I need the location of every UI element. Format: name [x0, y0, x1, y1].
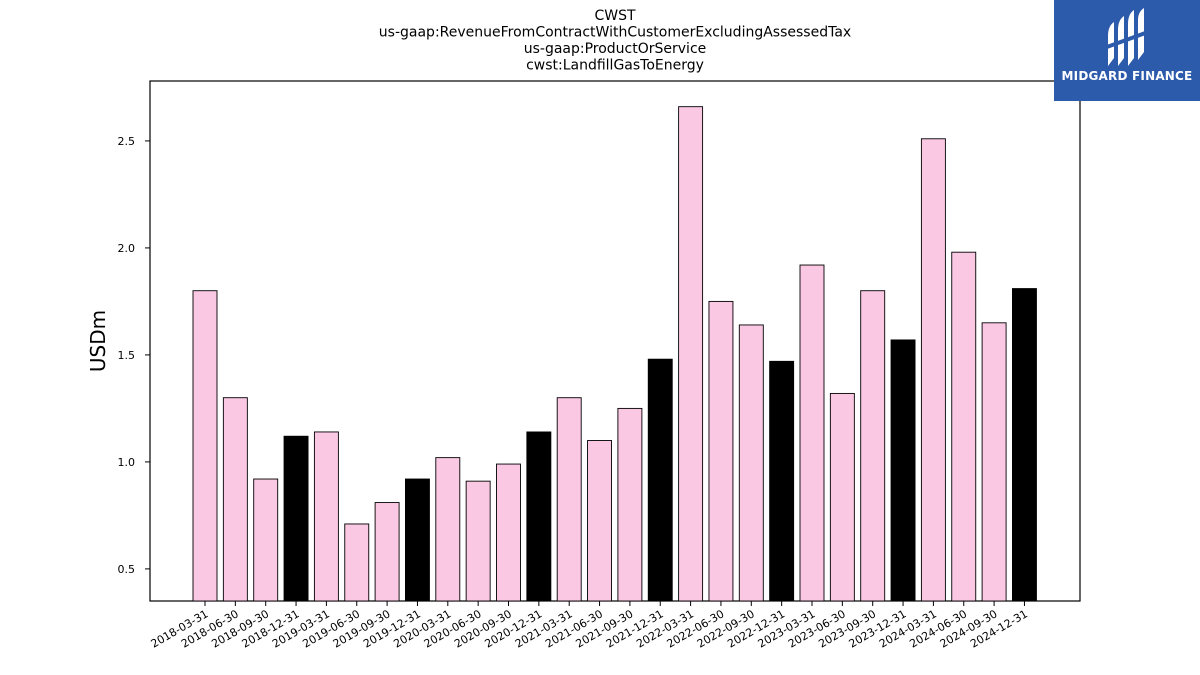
bar-2022-09-30 [738, 324, 764, 602]
bar-2024-06-30 [951, 251, 977, 602]
bar-2023-06-30 [829, 392, 855, 602]
bar-2021-12-31 [647, 358, 673, 602]
x-axis-ticks: 2018-03-312018-06-302018-09-302018-12-31… [149, 601, 1030, 651]
bar-2022-03-31 [678, 106, 704, 602]
bar-2021-09-30 [617, 407, 643, 602]
bar-2019-06-30 [344, 523, 370, 602]
bars [192, 106, 1037, 602]
bar-2019-09-30 [374, 502, 400, 602]
plot-area [149, 80, 1081, 602]
bar-2023-09-30 [860, 290, 886, 602]
title-line: cwst:LandfillGasToEnergy [526, 58, 704, 74]
midgard-finance-logo: MIDGARD FINANCE [1054, 0, 1200, 101]
bar-2024-03-31 [920, 138, 946, 602]
bar-2020-12-31 [526, 431, 552, 602]
title-line: us-gaap:RevenueFromContractWithCustomerE… [379, 25, 851, 41]
y-tick-label: 0.5 [118, 563, 136, 576]
midgard-logo-icon [1106, 8, 1146, 66]
title-line: CWST [594, 8, 636, 24]
bar-2024-09-30 [981, 322, 1007, 602]
bar-2022-06-30 [708, 300, 734, 602]
y-axis-ticks: 0.5 1.0 1.5 2.0 2.5 [118, 135, 150, 576]
bar-2018-06-30 [222, 397, 248, 602]
bar-2019-03-31 [313, 431, 339, 602]
bar-2018-03-31 [192, 290, 218, 602]
y-tick-label: 1.0 [118, 456, 136, 469]
bar-2024-12-31 [1012, 288, 1037, 602]
bar-2021-06-30 [587, 440, 612, 602]
bar-2021-03-31 [556, 397, 582, 602]
bar-2020-09-30 [496, 463, 521, 602]
logo-text: MIDGARD FINANCE [1061, 69, 1193, 83]
y-tick-label: 2.0 [118, 242, 136, 255]
bar-2018-12-31 [283, 435, 309, 602]
bar-2022-12-31 [769, 360, 795, 602]
y-tick-label: 2.5 [118, 135, 136, 148]
bar-2023-03-31 [799, 264, 825, 602]
chart-title: CWSTus-gaap:RevenueFromContractWithCusto… [379, 8, 851, 74]
y-axis-label: USDm [86, 310, 110, 372]
bar-2020-06-30 [465, 480, 491, 602]
bar-2023-12-31 [890, 339, 916, 602]
bar-2020-03-31 [435, 457, 461, 602]
title-line: us-gaap:ProductOrService [524, 41, 707, 57]
y-tick-label: 1.5 [118, 349, 136, 362]
bar-2018-09-30 [253, 478, 279, 602]
bar-2019-12-31 [405, 478, 430, 602]
